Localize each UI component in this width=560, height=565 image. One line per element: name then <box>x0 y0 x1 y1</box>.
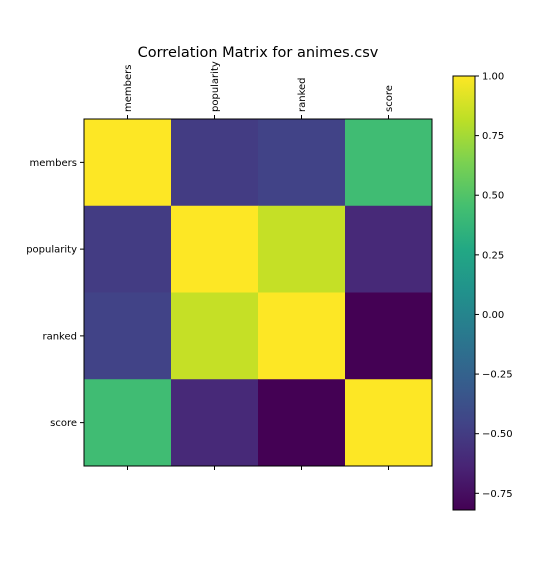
colorbar-frame <box>452 75 476 511</box>
colorbar: 1.00 0.75 0.50 0.25 0.00 −0.25 −0.50 −0.75 <box>452 72 513 511</box>
heatmap-cell-score-popularity <box>171 379 259 467</box>
colorbar-tick-label: 0.50 <box>482 191 504 202</box>
colorbar-tick-label: −0.50 <box>482 429 513 440</box>
colorbar-tick-label: 0.25 <box>482 250 504 261</box>
heatmap-cell-members-ranked <box>258 119 346 207</box>
colorbar-tick-label: −0.25 <box>482 370 513 381</box>
heatmap-cell-ranked-ranked <box>258 292 346 380</box>
y-tick-label-ranked: ranked <box>42 331 77 342</box>
colorbar-tick-label: 0.75 <box>482 131 504 142</box>
heatmap-cell-members-score <box>345 119 433 207</box>
heatmap-cell-ranked-members <box>84 292 172 380</box>
chart-title: Correlation Matrix for animes.csv <box>138 45 379 61</box>
x-tick-label-ranked: ranked <box>297 77 308 112</box>
heatmap-cell-score-members <box>84 379 172 467</box>
y-tick-label-popularity: popularity <box>26 245 77 256</box>
heatmap-cell-popularity-score <box>345 205 433 293</box>
heatmap-cell-members-popularity <box>171 119 259 207</box>
colorbar-tick-label: −0.75 <box>482 489 513 500</box>
colorbar-gradient <box>453 76 475 510</box>
x-tick-label-score: score <box>384 85 395 112</box>
heatmap-cell-score-score <box>345 379 433 467</box>
heatmap-cells <box>84 119 433 467</box>
y-tick-label-score: score <box>50 418 77 429</box>
plot-frame <box>83 118 433 467</box>
colorbar-tick-label: 0.00 <box>482 310 504 321</box>
heatmap-cell-ranked-popularity <box>171 292 259 380</box>
heatmap-cell-score-ranked <box>258 379 346 467</box>
y-tick-label-members: members <box>30 158 77 169</box>
colorbar-tick-label: 1.00 <box>482 72 504 83</box>
heatmap-cell-ranked-score <box>345 292 433 380</box>
heatmap-cell-popularity-popularity <box>171 205 259 293</box>
y-axis-ticks: members popularity ranked score <box>26 158 84 429</box>
heatmap-cell-members-members <box>84 119 172 207</box>
heatmap-cell-popularity-ranked <box>258 205 346 293</box>
x-tick-label-popularity: popularity <box>210 61 221 112</box>
x-axis-ticks: members popularity ranked score <box>123 61 395 470</box>
x-tick-label-members: members <box>123 65 134 112</box>
heatmap-cell-popularity-members <box>84 205 172 293</box>
colorbar-ticks: 1.00 0.75 0.50 0.25 0.00 −0.25 −0.50 −0.75 <box>475 72 513 500</box>
